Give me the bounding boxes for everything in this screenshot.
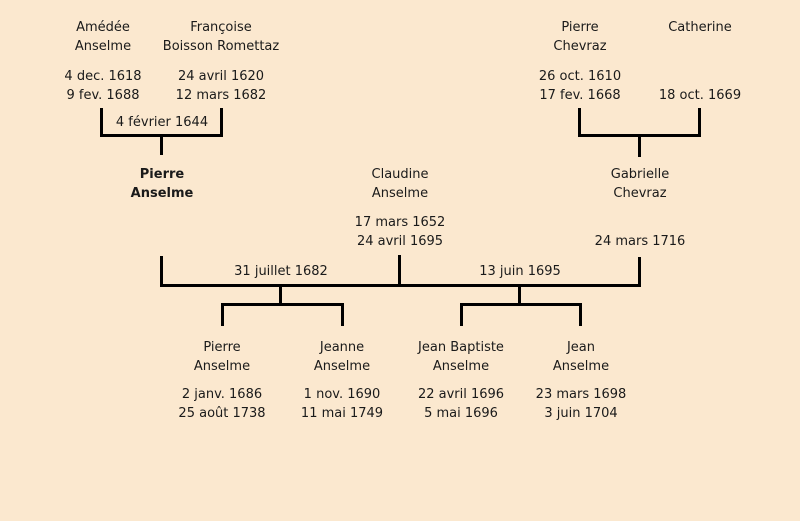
connector-line bbox=[279, 287, 282, 305]
person-birth-date: 26 oct. 1610 bbox=[538, 69, 622, 84]
connector-line bbox=[221, 306, 224, 326]
person-name: Anselme bbox=[74, 39, 132, 54]
connector-line bbox=[638, 137, 641, 157]
person-name: Amédée bbox=[76, 20, 130, 35]
person-name: Jean bbox=[566, 340, 596, 355]
connector-line bbox=[160, 137, 163, 155]
person-name: Anselme bbox=[552, 359, 610, 374]
person-node-pierre-anselme[interactable]: Pierre Anselme bbox=[87, 165, 237, 203]
person-death-date: 25 août 1738 bbox=[178, 406, 266, 421]
marriage-date-label[interactable]: 13 juin 1695 bbox=[479, 264, 561, 279]
person-name: Jean Baptiste bbox=[418, 340, 504, 355]
marriage-date-label[interactable]: 31 juillet 1682 bbox=[234, 264, 328, 279]
connector-line bbox=[578, 108, 581, 137]
person-birth-date: 2 janv. 1686 bbox=[181, 387, 263, 402]
person-name: Anselme bbox=[193, 359, 251, 374]
person-name: Boisson Romettaz bbox=[162, 39, 280, 54]
person-birth-date: 24 avril 1620 bbox=[177, 69, 265, 84]
connector-line bbox=[220, 108, 223, 137]
person-name bbox=[625, 37, 775, 56]
person-death-date: 5 mai 1696 bbox=[424, 406, 498, 421]
person-death-date: 18 oct. 1669 bbox=[658, 88, 742, 103]
connector-line bbox=[698, 108, 701, 137]
person-name: Chevraz bbox=[553, 39, 607, 54]
person-node-gabrielle-chevraz[interactable]: Gabrielle Chevraz 24 mars 1716 bbox=[565, 165, 715, 251]
connector-line bbox=[160, 256, 163, 287]
person-node-pierre-anselme-jr[interactable]: Pierre Anselme 2 janv. 1686 25 août 1738 bbox=[147, 338, 297, 423]
person-death-date: 17 fev. 1668 bbox=[539, 88, 621, 103]
person-name: Anselme bbox=[371, 186, 429, 201]
person-node-jean-baptiste-anselme[interactable]: Jean Baptiste Anselme 22 avril 1696 5 ma… bbox=[386, 338, 536, 423]
connector-line bbox=[398, 255, 401, 287]
person-birth-date: 17 mars 1652 bbox=[354, 215, 446, 230]
person-node-catherine[interactable]: Catherine 18 oct. 1669 bbox=[625, 18, 775, 105]
person-name: Anselme bbox=[130, 186, 194, 201]
person-node-jean-anselme[interactable]: Jean Anselme 23 mars 1698 3 juin 1704 bbox=[506, 338, 656, 423]
person-death-date: 12 mars 1682 bbox=[175, 88, 267, 103]
person-name: Anselme bbox=[313, 359, 371, 374]
connector-line bbox=[460, 303, 582, 306]
person-death-date: 24 avril 1695 bbox=[356, 234, 444, 249]
person-node-pierre-chevraz[interactable]: Pierre Chevraz 26 oct. 1610 17 fev. 1668 bbox=[505, 18, 655, 105]
person-birth-date: 22 avril 1696 bbox=[417, 387, 505, 402]
person-name: Anselme bbox=[432, 359, 490, 374]
person-death-date: 9 fev. 1688 bbox=[66, 88, 140, 103]
person-name: Gabrielle bbox=[610, 167, 670, 182]
person-name: Claudine bbox=[371, 167, 429, 182]
person-name: Pierre bbox=[203, 340, 241, 355]
person-node-amedee-anselme[interactable]: Amédée Anselme 4 dec. 1618 9 fev. 1688 bbox=[28, 18, 178, 105]
person-node-claudine-anselme[interactable]: Claudine Anselme 17 mars 1652 24 avril 1… bbox=[325, 165, 475, 251]
connector-line bbox=[100, 134, 223, 137]
person-birth-date bbox=[625, 67, 775, 86]
connector-line bbox=[100, 108, 103, 137]
person-death-date: 3 juin 1704 bbox=[544, 406, 618, 421]
connector-line bbox=[638, 257, 641, 287]
person-birth-date bbox=[565, 213, 715, 232]
person-birth-date: 23 mars 1698 bbox=[535, 387, 627, 402]
connector-line bbox=[460, 306, 463, 326]
person-node-francoise-boisson-romettaz[interactable]: Françoise Boisson Romettaz 24 avril 1620… bbox=[146, 18, 296, 105]
person-node-jeanne-anselme[interactable]: Jeanne Anselme 1 nov. 1690 11 mai 1749 bbox=[267, 338, 417, 423]
marriage-date-label[interactable]: 4 février 1644 bbox=[115, 115, 209, 130]
connector-line bbox=[221, 303, 344, 306]
connector-line bbox=[579, 306, 582, 326]
connector-line bbox=[160, 284, 641, 287]
person-name: Chevraz bbox=[613, 186, 667, 201]
connector-line bbox=[341, 306, 344, 326]
person-birth-date: 1 nov. 1690 bbox=[303, 387, 381, 402]
person-birth-date: 4 dec. 1618 bbox=[64, 69, 142, 84]
person-name: Pierre bbox=[561, 20, 599, 35]
person-name: Françoise bbox=[190, 20, 252, 35]
person-death-date: 11 mai 1749 bbox=[300, 406, 384, 421]
person-name: Catherine bbox=[668, 20, 732, 35]
person-death-date: 24 mars 1716 bbox=[594, 234, 686, 249]
person-name: Jeanne bbox=[319, 340, 365, 355]
person-name: Pierre bbox=[139, 167, 185, 182]
connector-line bbox=[578, 134, 701, 137]
connector-line bbox=[518, 287, 521, 305]
